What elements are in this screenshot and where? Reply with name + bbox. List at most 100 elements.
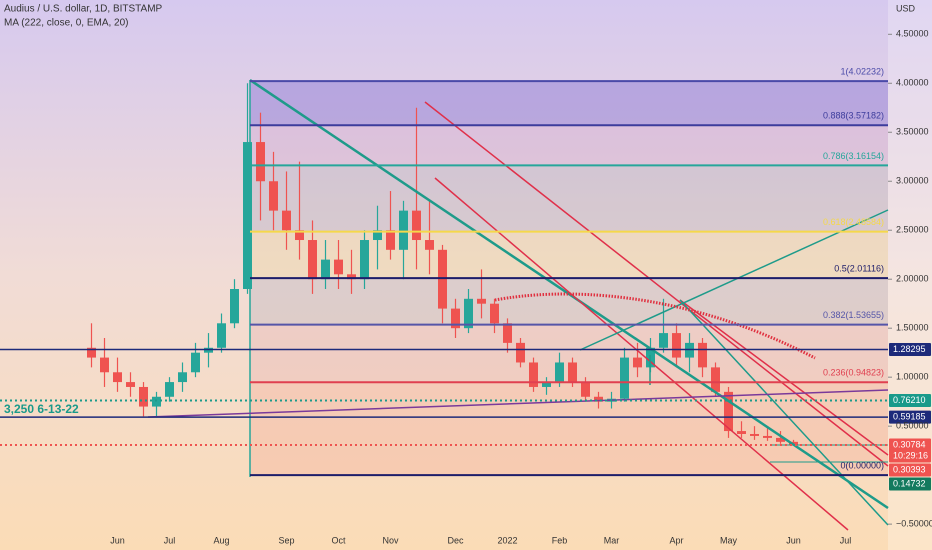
candle-body	[191, 352, 200, 373]
fib-band	[250, 382, 888, 476]
fib-label: 0.5(2.01116)	[834, 263, 884, 273]
candle-body	[217, 323, 226, 348]
fib-band	[250, 81, 888, 126]
candle-body	[295, 230, 304, 241]
chart-title: Audius / U.S. dollar, 1D, BITSTAMP	[4, 4, 163, 15]
price-tag	[889, 342, 931, 356]
countdown: 10:29:16	[893, 450, 928, 460]
y-tick-label: 3.00000	[896, 176, 929, 186]
candle-body	[425, 240, 434, 250]
candle-body	[178, 372, 187, 383]
fib-band	[250, 278, 888, 325]
candle-body	[659, 333, 668, 348]
trend-line	[249, 78, 889, 510]
price-tag	[889, 438, 931, 463]
price-tag	[889, 463, 931, 477]
candle-body	[633, 357, 642, 368]
fib-label: 0.618(2.48584)	[823, 217, 884, 227]
candle-body	[360, 240, 369, 280]
x-tick-label: Jun	[110, 535, 125, 545]
indicator-label: MA (222, close, 0, EMA, 20)	[4, 18, 129, 29]
candle-body	[737, 431, 746, 434]
y-tick-label: 1.50000	[896, 323, 929, 333]
candle-body	[139, 386, 148, 407]
fib-label: 0.236(0.94823)	[823, 368, 884, 378]
x-tick-label: Jul	[164, 535, 176, 545]
trend-line	[679, 299, 889, 526]
candle-body	[412, 210, 421, 241]
moving-average	[494, 292, 816, 360]
price-tag-label: 0.59185	[893, 412, 926, 422]
trend-line	[679, 299, 889, 456]
candle-body	[542, 382, 551, 387]
candle-body	[230, 289, 239, 324]
candle-body	[100, 357, 109, 373]
candle-body	[243, 142, 252, 290]
candle-body	[438, 249, 447, 309]
candles	[87, 83, 798, 446]
fib-band	[250, 125, 888, 166]
candle-body	[516, 342, 525, 363]
candle-body	[282, 210, 291, 231]
y-tick-label: 4.50000	[896, 29, 929, 39]
price-tag-label: 0.76210	[893, 395, 926, 405]
price-tag-label: 0.30784	[893, 439, 926, 449]
candle-body	[399, 210, 408, 250]
candle-body	[269, 181, 278, 211]
price-tag-label: 0.14732	[893, 478, 926, 488]
candle-body	[204, 347, 213, 353]
x-tick-label: Feb	[552, 535, 568, 545]
candle-body	[529, 362, 538, 387]
y-tick-label: 3.50000	[896, 127, 929, 137]
candle-body	[87, 347, 96, 358]
candle-body	[581, 382, 590, 397]
y-tick-label: 2.50000	[896, 225, 929, 235]
candle-body	[594, 396, 603, 402]
candle-body	[308, 240, 317, 280]
x-tick-label: 2022	[497, 535, 517, 545]
candle-body	[113, 372, 122, 383]
candle-body	[464, 298, 473, 329]
candle-body	[620, 357, 629, 399]
candle-body	[477, 298, 486, 304]
x-tick-label: Dec	[447, 535, 464, 545]
fib-band	[250, 165, 888, 232]
candle-body	[347, 274, 356, 280]
candle-body	[256, 142, 265, 182]
y-tick-label: −0.50000	[896, 518, 932, 528]
x-tick-label: Nov	[382, 535, 399, 545]
price-tag	[889, 393, 931, 407]
annotation: 3,250 6-13-22	[4, 402, 79, 416]
y-tick-label: 0.50000	[896, 421, 929, 431]
candle-body	[165, 382, 174, 397]
candle-body	[451, 308, 460, 329]
overlay: 1(4.02232) 0.888(3.57182) 0.786(3.16154) 0.…	[0, 66, 931, 491]
y-tick-label: 1.00000	[896, 372, 929, 382]
fib-band	[250, 231, 888, 279]
candle-body	[724, 391, 733, 432]
drawings	[147, 78, 889, 531]
candle-body	[334, 259, 343, 275]
x-tick-label: Apr	[669, 535, 683, 545]
fib-label: 0.382(1.53655)	[823, 310, 884, 320]
price-tag-label: 0.30393	[893, 464, 926, 474]
fib-label: 0(0.00000)	[840, 461, 884, 471]
trend-line	[147, 389, 889, 418]
trend-line	[579, 209, 889, 351]
candle-body	[503, 323, 512, 343]
trend-line	[424, 101, 889, 467]
candle-body	[152, 396, 161, 407]
candle-body	[568, 362, 577, 383]
trend-line	[434, 177, 849, 531]
x-tick-label: Jul	[840, 535, 852, 545]
candle-body	[373, 230, 382, 241]
candle-body	[321, 259, 330, 280]
x-tick-label: Oct	[331, 535, 346, 545]
candle-body	[711, 367, 720, 392]
candle-body	[698, 342, 707, 368]
x-tick-label: Aug	[213, 535, 229, 545]
price-tag	[889, 477, 931, 491]
fib-label: 1(4.02232)	[840, 66, 884, 76]
